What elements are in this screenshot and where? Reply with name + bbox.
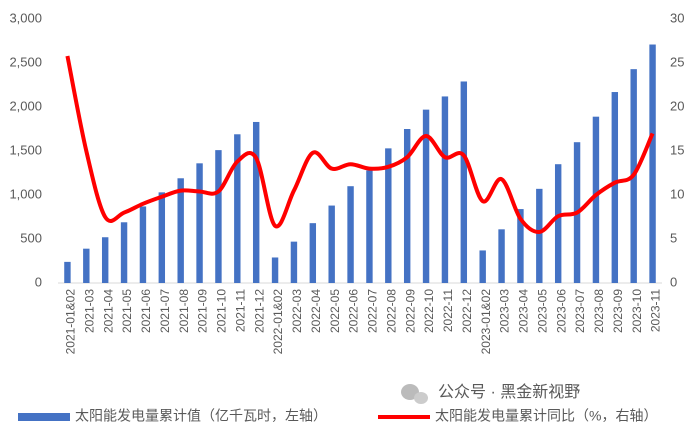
y2-tick-label: 30 bbox=[670, 10, 684, 25]
bar bbox=[252, 121, 260, 284]
x-tick-label: 2021-03 bbox=[82, 289, 96, 333]
x-tick-label: 2023-05 bbox=[535, 289, 549, 333]
x-tick-label: 2021-07 bbox=[158, 289, 172, 333]
bar bbox=[64, 261, 71, 283]
x-tick-label: 2021-12 bbox=[252, 289, 266, 333]
x-tick-label: 2023-06 bbox=[554, 289, 568, 333]
bar bbox=[479, 250, 486, 283]
x-tick-label: 2023-10 bbox=[630, 289, 644, 333]
x-tick-label: 2021-04 bbox=[101, 289, 115, 333]
x-tick-label: 2021-10 bbox=[215, 289, 229, 333]
x-tick-label: 2023-03 bbox=[498, 289, 512, 333]
y-tick-label: 3,000 bbox=[9, 10, 42, 25]
x-tick-label: 2022-03 bbox=[290, 289, 304, 333]
x-tick-label: 2021-08 bbox=[177, 289, 191, 333]
bar bbox=[403, 129, 411, 283]
bar bbox=[498, 229, 505, 283]
bar bbox=[83, 248, 90, 283]
bar bbox=[271, 257, 279, 283]
x-tick-label: 2022-11 bbox=[441, 289, 455, 332]
bar bbox=[309, 223, 317, 283]
y2-tick-label: 5 bbox=[670, 230, 677, 245]
x-tick-label: 2022-01&02 bbox=[271, 289, 285, 355]
x-tick-label: 2023-04 bbox=[517, 289, 531, 333]
x-tick-label: 2023-11 bbox=[649, 289, 663, 332]
legend-label: 太阳能发电量累计同比（%，右轴） bbox=[435, 408, 657, 424]
bar bbox=[649, 44, 656, 283]
bar bbox=[554, 164, 562, 283]
bar bbox=[139, 206, 147, 283]
y2-tick-label: 0 bbox=[670, 274, 677, 289]
legend-label: 太阳能发电量累计值（亿千瓦时，左轴） bbox=[75, 408, 327, 424]
y2-tick-label: 10 bbox=[670, 186, 684, 201]
y-tick-label: 500 bbox=[20, 230, 42, 245]
bar bbox=[385, 148, 392, 283]
x-tick-label: 2021-01&02 bbox=[64, 289, 78, 355]
bar bbox=[366, 170, 373, 283]
y-tick-label: 0 bbox=[35, 274, 42, 289]
x-tick-label: 2023-07 bbox=[573, 289, 587, 333]
x-tick-label: 2022-07 bbox=[366, 289, 380, 333]
y-tick-label: 1,500 bbox=[9, 142, 42, 157]
y2-tick-label: 20 bbox=[670, 98, 684, 113]
x-tick-label: 2022-12 bbox=[460, 289, 474, 333]
legend-swatch bbox=[18, 413, 70, 421]
bar bbox=[460, 81, 468, 283]
x-tick-label: 2023-01&02 bbox=[479, 289, 493, 355]
x-tick-label: 2022-05 bbox=[328, 289, 342, 333]
x-tick-label: 2021-09 bbox=[196, 289, 210, 333]
y-tick-label: 2,500 bbox=[9, 54, 42, 69]
y-tick-label: 2,000 bbox=[9, 98, 42, 113]
bar bbox=[536, 188, 543, 283]
bar bbox=[234, 134, 241, 283]
y2-tick-label: 15 bbox=[670, 142, 684, 157]
x-tick-label: 2022-08 bbox=[384, 289, 398, 333]
bar bbox=[592, 116, 600, 284]
y-tick-label: 1,000 bbox=[9, 186, 42, 201]
bar bbox=[422, 109, 430, 283]
bar bbox=[441, 96, 449, 283]
x-tick-label: 2022-04 bbox=[309, 289, 323, 333]
x-tick-label: 2022-06 bbox=[347, 289, 361, 333]
x-tick-label: 2021-11 bbox=[233, 289, 247, 332]
x-tick-label: 2021-05 bbox=[120, 289, 134, 333]
x-tick-label: 2022-09 bbox=[403, 289, 417, 333]
line bbox=[65, 55, 655, 234]
bar bbox=[158, 192, 166, 283]
x-tick-label: 2023-09 bbox=[611, 289, 625, 333]
bar bbox=[196, 163, 203, 283]
bar bbox=[347, 186, 354, 283]
x-tick-label: 2021-06 bbox=[139, 289, 153, 333]
bar bbox=[177, 178, 184, 283]
x-tick-label: 2022-10 bbox=[422, 289, 436, 333]
bar bbox=[290, 241, 298, 283]
watermark-icon bbox=[401, 384, 428, 404]
bar bbox=[101, 237, 109, 283]
bar bbox=[120, 222, 128, 283]
bar bbox=[517, 209, 524, 283]
x-tick-label: 2023-08 bbox=[592, 289, 606, 333]
bar bbox=[611, 92, 619, 283]
watermark: 公众号 · 黑金新视野 bbox=[438, 383, 580, 401]
bar bbox=[215, 150, 222, 283]
bar bbox=[328, 205, 335, 283]
y2-tick-label: 25 bbox=[670, 54, 684, 69]
